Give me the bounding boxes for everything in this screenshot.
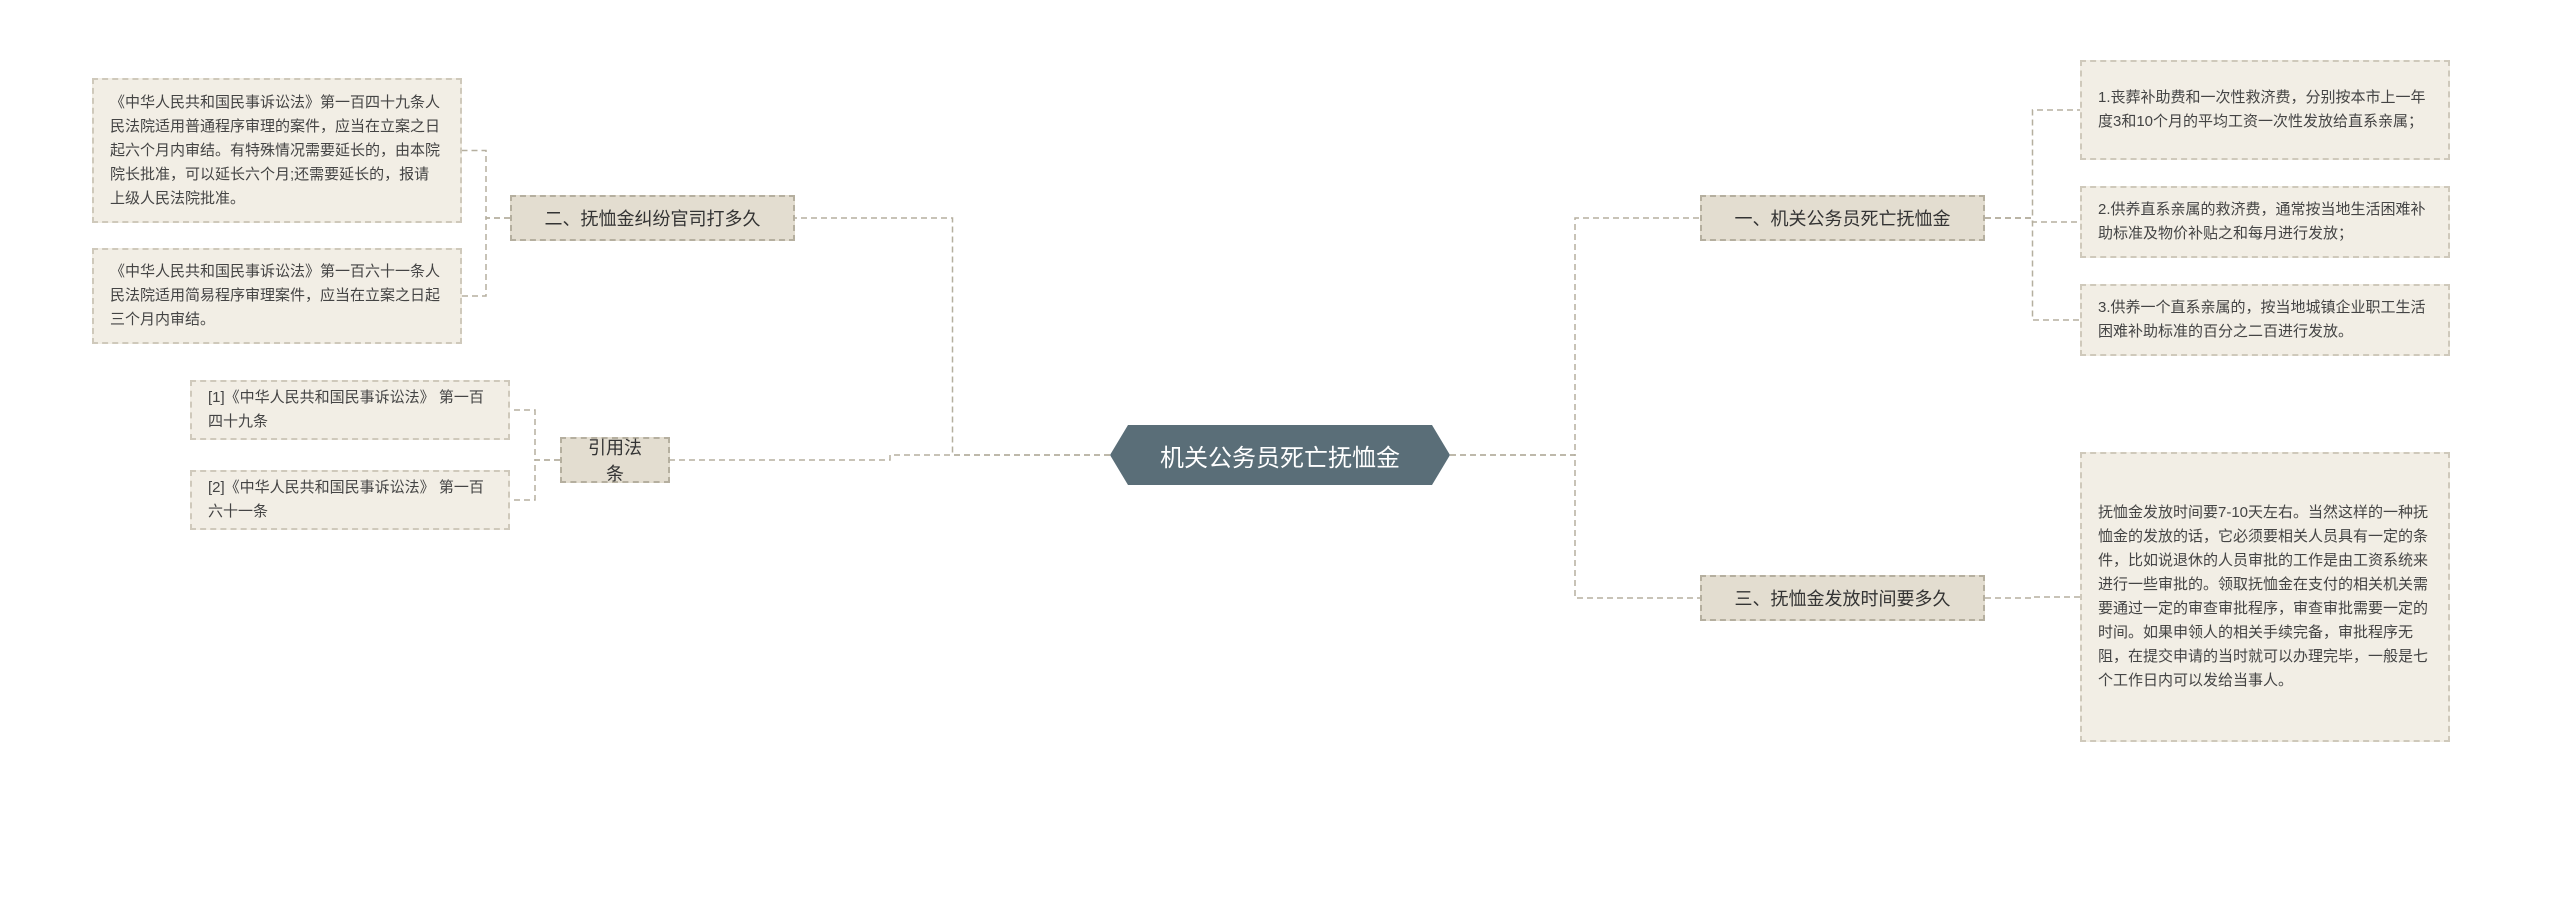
branch-4: 引用法条 bbox=[560, 437, 670, 483]
leaf-2a: 《中华人民共和国民事诉讼法》第一百四十九条人民法院适用普通程序审理的案件，应当在… bbox=[92, 78, 462, 223]
branch-4-label: 引用法条 bbox=[582, 434, 648, 486]
leaf-1a: 1.丧葬补助费和一次性救济费，分别按本市上一年度3和10个月的平均工资一次性发放… bbox=[2080, 60, 2450, 160]
leaf-3a-text: 抚恤金发放时间要7-10天左右。当然这样的一种抚恤金的发放的话，它必须要相关人员… bbox=[2098, 501, 2432, 693]
branch-2-label: 二、抚恤金纠纷官司打多久 bbox=[545, 205, 761, 231]
leaf-3a: 抚恤金发放时间要7-10天左右。当然这样的一种抚恤金的发放的话，它必须要相关人员… bbox=[2080, 452, 2450, 742]
leaf-4a: [1]《中华人民共和国民事诉讼法》 第一百四十九条 bbox=[190, 380, 510, 440]
leaf-1c-text: 3.供养一个直系亲属的，按当地城镇企业职工生活困难补助标准的百分之二百进行发放。 bbox=[2098, 296, 2432, 344]
leaf-4b: [2]《中华人民共和国民事诉讼法》 第一百六十一条 bbox=[190, 470, 510, 530]
branch-1-label: 一、机关公务员死亡抚恤金 bbox=[1735, 205, 1951, 231]
leaf-4a-text: [1]《中华人民共和国民事诉讼法》 第一百四十九条 bbox=[208, 386, 492, 434]
branch-1: 一、机关公务员死亡抚恤金 bbox=[1700, 195, 1985, 241]
branch-3-label: 三、抚恤金发放时间要多久 bbox=[1735, 585, 1951, 611]
root-node: 机关公务员死亡抚恤金 bbox=[1110, 425, 1450, 485]
leaf-1b: 2.供养直系亲属的救济费，通常按当地生活困难补助标准及物价补贴之和每月进行发放； bbox=[2080, 186, 2450, 258]
leaf-2a-text: 《中华人民共和国民事诉讼法》第一百四十九条人民法院适用普通程序审理的案件，应当在… bbox=[110, 91, 444, 211]
branch-2: 二、抚恤金纠纷官司打多久 bbox=[510, 195, 795, 241]
leaf-2b-text: 《中华人民共和国民事诉讼法》第一百六十一条人民法院适用简易程序审理案件，应当在立… bbox=[110, 260, 444, 332]
leaf-4b-text: [2]《中华人民共和国民事诉讼法》 第一百六十一条 bbox=[208, 476, 492, 524]
leaf-1b-text: 2.供养直系亲属的救济费，通常按当地生活困难补助标准及物价补贴之和每月进行发放； bbox=[2098, 198, 2432, 246]
branch-3: 三、抚恤金发放时间要多久 bbox=[1700, 575, 1985, 621]
leaf-1c: 3.供养一个直系亲属的，按当地城镇企业职工生活困难补助标准的百分之二百进行发放。 bbox=[2080, 284, 2450, 356]
leaf-2b: 《中华人民共和国民事诉讼法》第一百六十一条人民法院适用简易程序审理案件，应当在立… bbox=[92, 248, 462, 344]
root-label: 机关公务员死亡抚恤金 bbox=[1160, 438, 1400, 473]
leaf-1a-text: 1.丧葬补助费和一次性救济费，分别按本市上一年度3和10个月的平均工资一次性发放… bbox=[2098, 86, 2432, 134]
